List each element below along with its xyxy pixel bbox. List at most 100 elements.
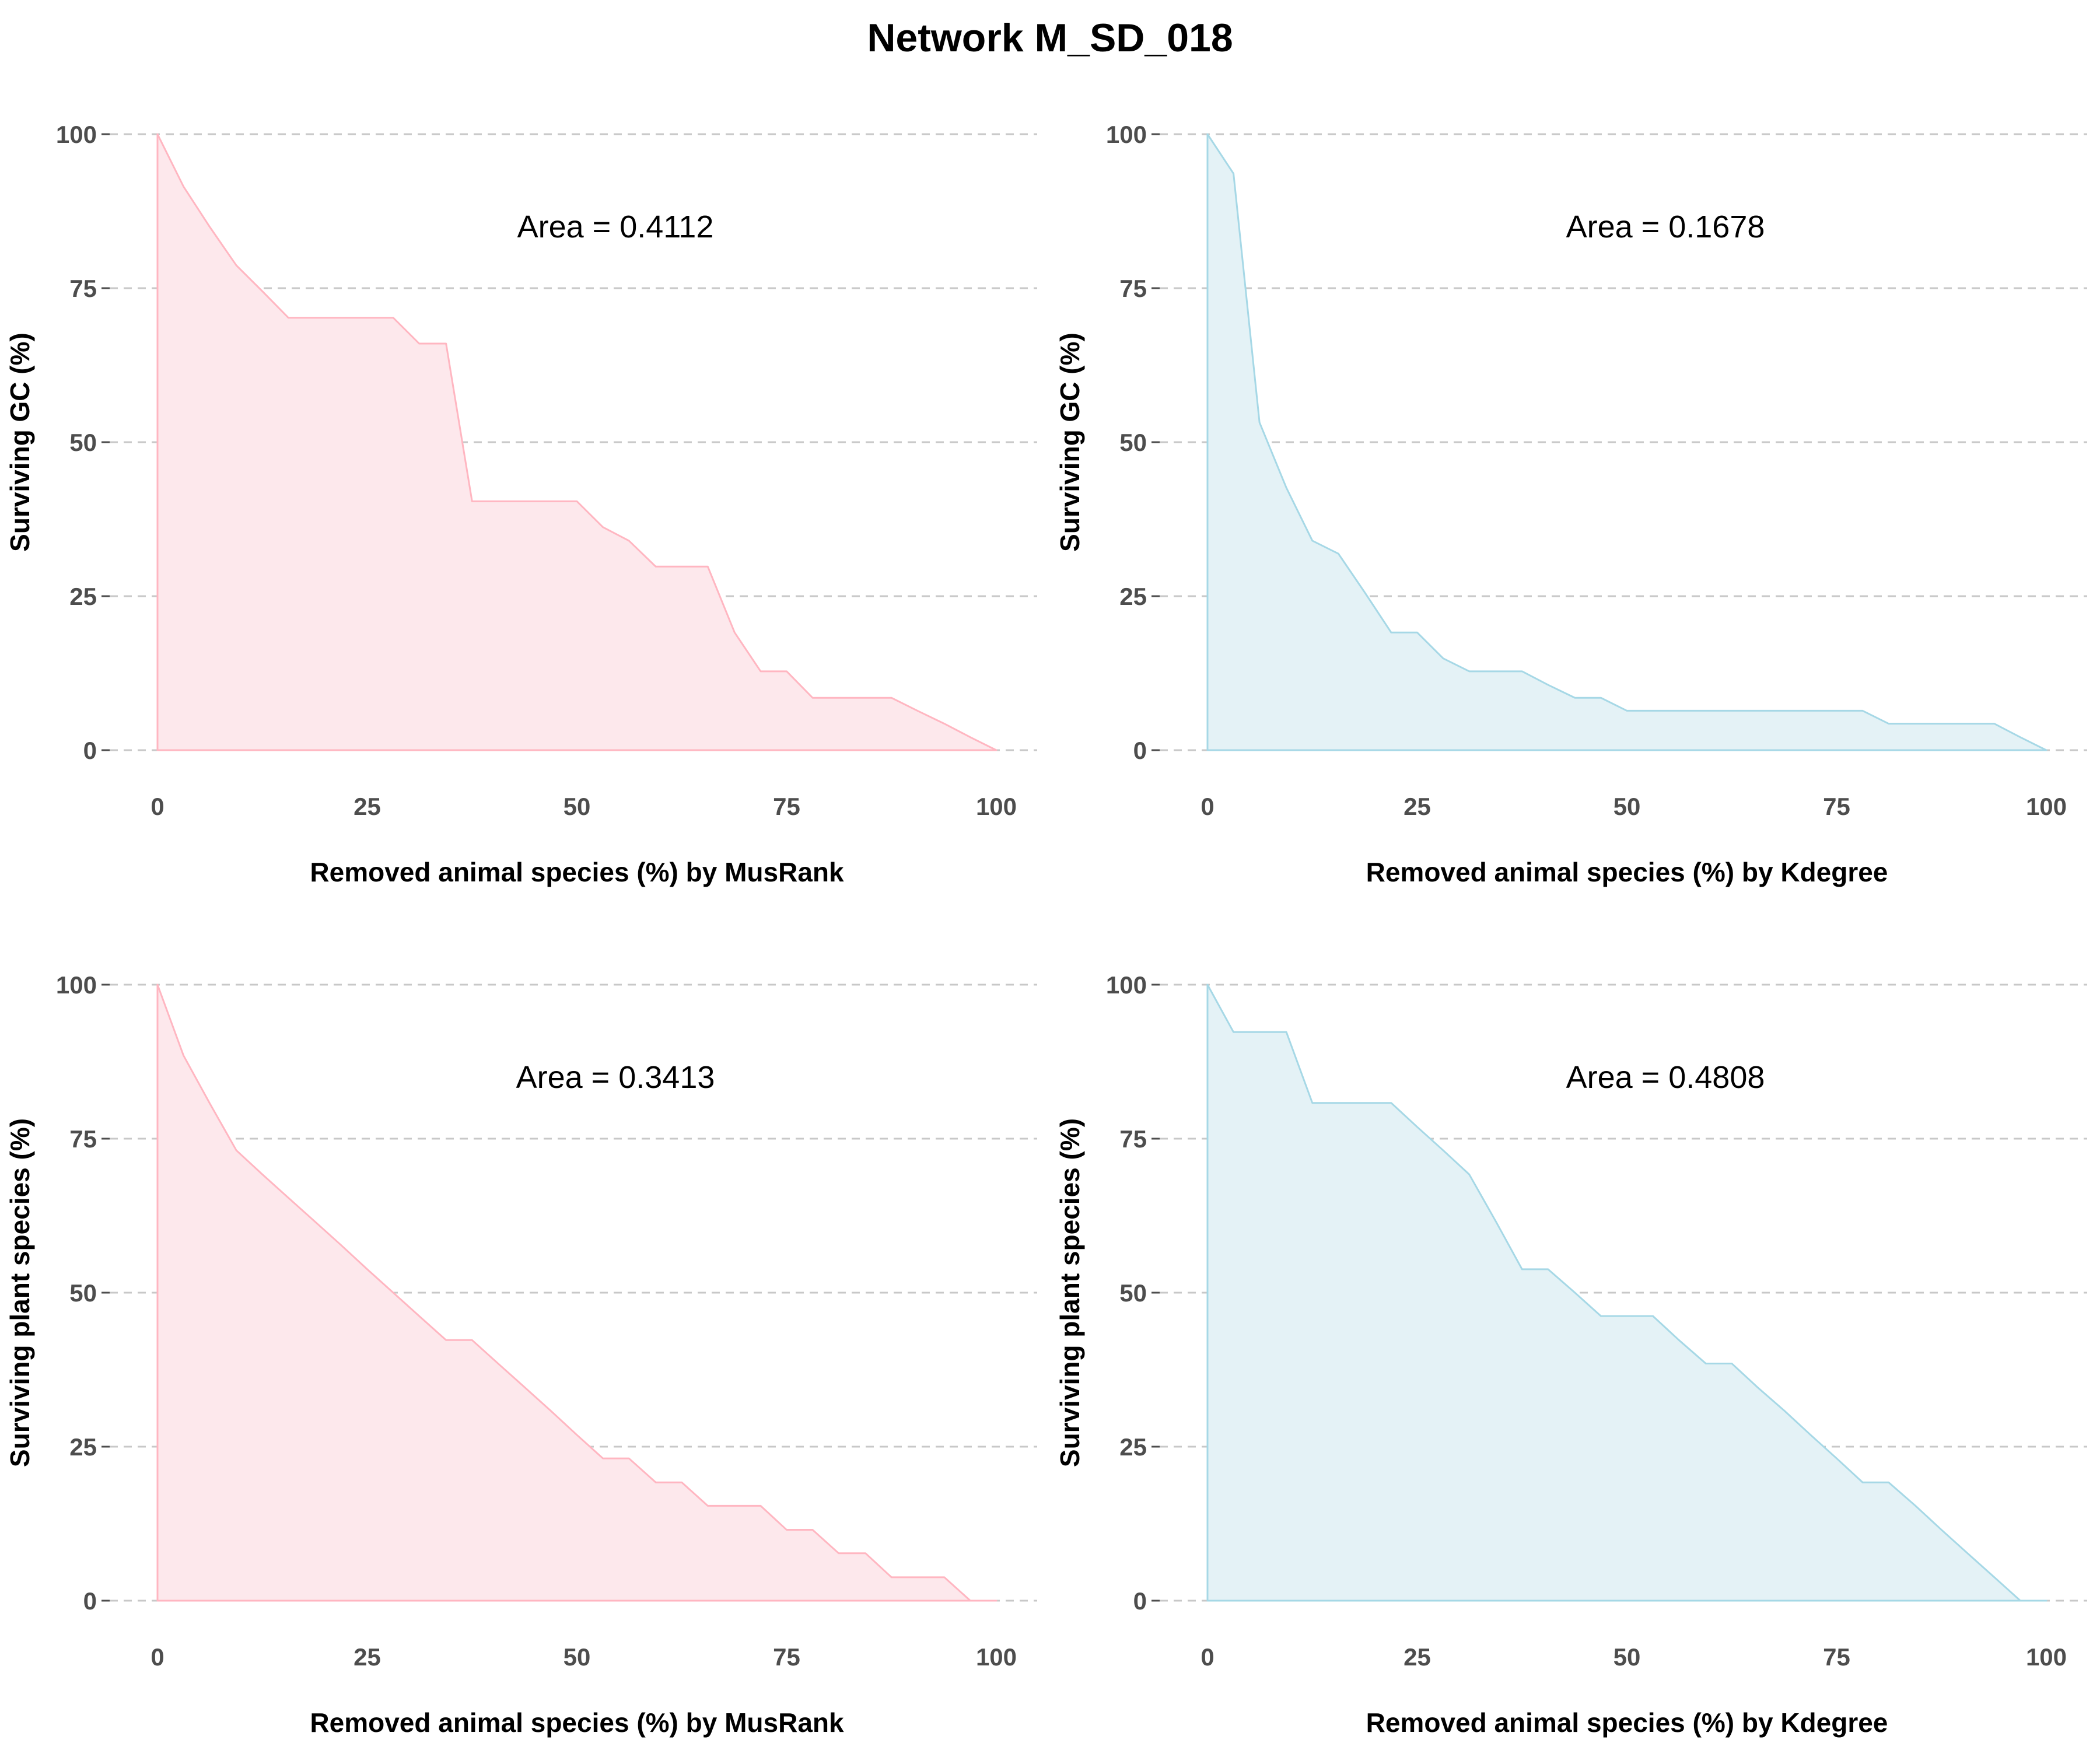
x-axis-label: Removed animal species (%) by MusRank	[310, 1707, 844, 1738]
y-tick-label: 50	[69, 429, 97, 456]
data-point	[261, 289, 264, 293]
data-point	[654, 565, 657, 568]
data-point	[1861, 1480, 1864, 1484]
data-point	[340, 316, 343, 320]
x-tick-label: 50	[564, 1643, 591, 1671]
data-point	[1677, 709, 1681, 712]
data-point	[1206, 983, 1209, 986]
data-point	[418, 1314, 421, 1318]
data-point	[627, 539, 631, 542]
y-tick-label: 75	[69, 1125, 97, 1153]
data-point	[864, 1552, 867, 1555]
data-point	[759, 670, 762, 673]
data-point	[1390, 631, 1393, 634]
data-point	[235, 264, 238, 267]
data-point	[444, 342, 448, 345]
data-point	[1704, 709, 1707, 712]
x-tick-label: 25	[354, 793, 381, 820]
data-point	[1677, 1338, 1681, 1342]
data-point	[1284, 486, 1288, 489]
data-point	[496, 1362, 500, 1365]
y-tick-label: 100	[1106, 121, 1147, 148]
x-tick-label: 0	[150, 1643, 164, 1671]
data-point	[1390, 1101, 1393, 1105]
y-tick-label: 0	[83, 1587, 97, 1615]
data-point	[2018, 1599, 2022, 1602]
y-tick-label: 25	[1119, 1433, 1147, 1461]
page-title: Network M_SD_018	[867, 16, 1233, 60]
data-point	[1835, 709, 1839, 712]
data-point	[837, 696, 841, 699]
series-area	[1206, 133, 2048, 751]
data-point	[1441, 657, 1445, 660]
data-point	[1756, 709, 1759, 712]
data-point	[156, 132, 159, 136]
data-point	[1573, 696, 1577, 699]
area-annotation: Area = 0.4808	[1566, 1060, 1765, 1095]
data-point	[811, 696, 814, 699]
data-point	[261, 1172, 264, 1176]
data-point	[1940, 1528, 1943, 1532]
y-tick-label: 0	[1133, 737, 1147, 764]
y-axis-label: Surviving GC (%)	[5, 332, 35, 552]
data-point	[601, 526, 605, 529]
data-point	[1887, 722, 1891, 726]
x-tick-label: 100	[2026, 793, 2067, 820]
data-point	[995, 1599, 998, 1602]
data-point	[1363, 1101, 1367, 1105]
data-point	[235, 1149, 238, 1152]
data-point	[1206, 132, 1209, 136]
x-tick-label: 25	[1404, 793, 1431, 820]
data-point	[1258, 421, 1261, 424]
y-tick-label: 50	[1119, 1279, 1147, 1307]
data-point	[1730, 1362, 1734, 1365]
y-tick-label: 100	[56, 121, 97, 148]
data-point	[759, 1504, 762, 1507]
y-tick-label: 100	[1106, 971, 1147, 999]
data-point	[1232, 172, 1236, 176]
data-point	[208, 225, 211, 228]
y-tick-label: 75	[1119, 1125, 1147, 1153]
data-point	[837, 1552, 841, 1555]
data-point	[1468, 1172, 1471, 1176]
data-point	[391, 1291, 395, 1294]
x-tick-label: 0	[150, 793, 164, 820]
x-tick-label: 75	[1823, 793, 1850, 820]
data-point	[1783, 709, 1786, 712]
y-tick-label: 0	[83, 737, 97, 764]
data-point	[1284, 1030, 1288, 1034]
x-tick-label: 50	[1614, 793, 1641, 820]
data-point	[575, 499, 579, 503]
y-tick-label: 50	[1119, 429, 1147, 456]
area-annotation: Area = 0.1678	[1566, 209, 1765, 244]
data-point	[1993, 722, 1996, 726]
data-point	[1966, 1552, 1969, 1555]
data-point	[968, 1599, 972, 1602]
data-point	[208, 1101, 211, 1105]
x-axis-label: Removed animal species (%) by MusRank	[310, 857, 844, 887]
data-point	[864, 696, 867, 699]
data-point	[182, 1054, 186, 1057]
y-tick-label: 75	[69, 275, 97, 302]
data-point	[1756, 1386, 1759, 1390]
data-point	[1861, 709, 1864, 712]
data-point	[1520, 670, 1524, 673]
y-tick-label: 25	[1119, 583, 1147, 610]
data-point	[391, 316, 395, 320]
data-point	[340, 1244, 343, 1247]
data-point	[943, 1576, 946, 1579]
data-point	[1625, 1314, 1629, 1318]
series-area	[156, 133, 998, 751]
data-point	[1494, 670, 1498, 673]
data-point	[496, 499, 500, 503]
data-point	[654, 1480, 657, 1484]
data-point	[1546, 1268, 1550, 1271]
data-point	[1520, 1268, 1524, 1271]
data-point	[1416, 631, 1419, 634]
x-tick-label: 25	[1404, 1643, 1431, 1671]
data-point	[470, 499, 474, 503]
data-point	[444, 1338, 448, 1342]
data-point	[1651, 709, 1655, 712]
x-tick-label: 50	[564, 793, 591, 820]
panel-top-right: 0 25 50 75 100 0 25 50 75 100 Area = 0.1678 Removed…	[1055, 121, 2087, 887]
